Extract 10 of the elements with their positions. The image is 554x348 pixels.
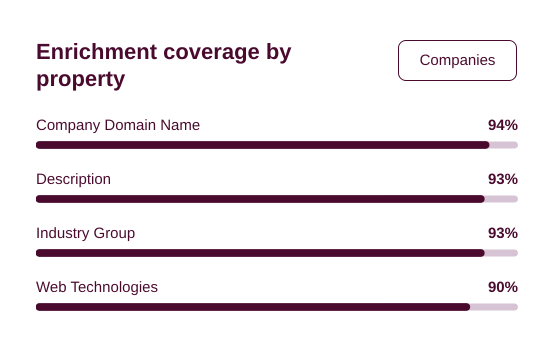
chart-title: Enrichment coverage by property	[36, 38, 293, 92]
data-label: 90%	[488, 279, 518, 296]
y-tick-label: Industry Group	[36, 225, 136, 242]
text: Companies	[398, 40, 517, 81]
y-tick-label: Company Domain Name	[36, 117, 200, 134]
data-label: 94%	[488, 117, 518, 134]
data-label: 93%	[488, 171, 518, 188]
y-tick-label: Description	[36, 171, 112, 188]
y-tick-label: Web Technologies	[36, 279, 158, 296]
data-label: 93%	[488, 225, 518, 242]
